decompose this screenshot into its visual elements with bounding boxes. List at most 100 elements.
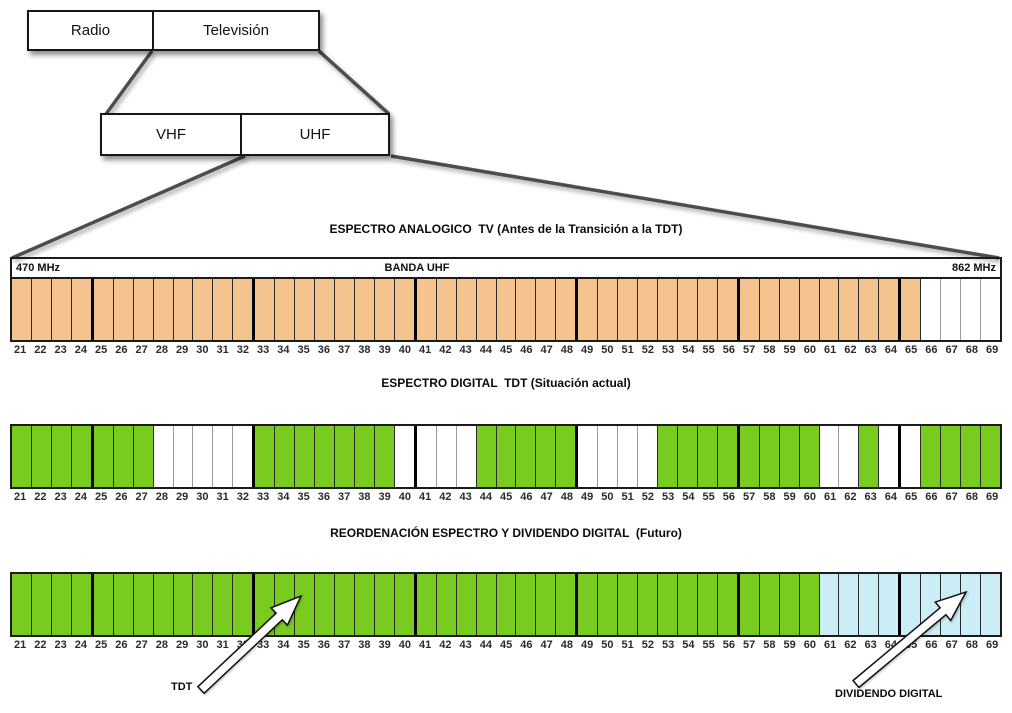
channel-68-number: 68 <box>965 639 978 651</box>
band-name-label: BANDA UHF <box>384 262 450 274</box>
channel-43-number: 43 <box>459 639 472 651</box>
channel-31-number: 31 <box>216 639 229 651</box>
channel-47-number: 47 <box>540 344 553 356</box>
channel-58-number: 58 <box>763 491 776 503</box>
channel-33-number: 33 <box>257 491 270 503</box>
channel-32-cell <box>232 426 253 487</box>
analog-spectrum-strip: 21 22 23 24 25 26 27 28 29 30 31 32 33 34 35 36 37 38 39 40… <box>10 277 1002 357</box>
channel-37-number: 37 <box>338 344 351 356</box>
analog-strip-title: ESPECTRO ANALOGICO TV (Antes de la Trans… <box>329 222 683 236</box>
channel-49-number: 49 <box>581 639 594 651</box>
channel-62-number: 62 <box>844 344 857 356</box>
channel-64-cell <box>878 426 899 487</box>
channel-56-number: 56 <box>722 491 735 503</box>
channel-53-cell <box>657 426 677 487</box>
channel-35-cell <box>294 426 315 487</box>
channel-52-cell <box>637 279 657 340</box>
channel-56-number: 56 <box>722 639 735 651</box>
channel-23-cell <box>50 574 71 635</box>
television-cell: Televisión <box>203 22 269 39</box>
channel-58-number: 58 <box>763 639 776 651</box>
channel-62-cell <box>838 279 859 340</box>
channel-47-cell <box>535 574 556 635</box>
channel-50-cell <box>597 426 618 487</box>
channel-33-cell <box>252 426 275 487</box>
uhf-cell: UHF <box>299 126 331 143</box>
channel-49-cell <box>575 426 598 487</box>
channel-38-cell <box>353 279 374 340</box>
channel-69-number: 69 <box>986 344 999 356</box>
channel-56-cell <box>716 279 737 340</box>
channel-27-cell <box>132 426 153 487</box>
channel-51-number: 51 <box>621 639 634 651</box>
channel-40-cell <box>393 574 414 635</box>
channel-51-cell <box>617 279 638 340</box>
channel-69-cell <box>980 279 1000 340</box>
channel-54-cell <box>676 426 697 487</box>
channel-64-number: 64 <box>884 344 897 356</box>
channel-39-number: 39 <box>378 344 391 356</box>
channel-41-number: 41 <box>419 639 432 651</box>
future-channel-cells <box>10 572 1002 637</box>
channel-33-number: 33 <box>257 344 270 356</box>
channel-61-cell <box>818 574 839 635</box>
channel-55-cell <box>696 426 717 487</box>
channel-51-number: 51 <box>621 344 634 356</box>
channel-46-number: 46 <box>520 639 533 651</box>
channel-40-cell <box>393 426 414 487</box>
channel-57-cell <box>736 279 759 340</box>
channel-68-number: 68 <box>965 344 978 356</box>
channel-37-cell <box>334 574 354 635</box>
channel-29-number: 29 <box>176 491 189 503</box>
channel-23-number: 23 <box>54 344 67 356</box>
channel-61-number: 61 <box>824 491 837 503</box>
channel-63-cell <box>858 426 879 487</box>
channel-36-number: 36 <box>317 344 330 356</box>
channel-35-cell <box>294 279 315 340</box>
channel-31-number: 31 <box>216 344 229 356</box>
channel-69-number: 69 <box>986 639 999 651</box>
channel-57-number: 57 <box>743 344 756 356</box>
channel-64-cell <box>878 279 899 340</box>
channel-45-number: 45 <box>500 639 513 651</box>
channel-57-number: 57 <box>743 639 756 651</box>
channel-47-cell <box>535 426 556 487</box>
channel-30-number: 30 <box>196 344 209 356</box>
channel-44-cell <box>475 279 496 340</box>
radio-television-box: Radio Televisión <box>27 10 320 51</box>
channel-22-number: 22 <box>34 344 47 356</box>
channel-34-number: 34 <box>277 344 290 356</box>
channel-45-cell <box>495 574 516 635</box>
channel-21-number: 21 <box>14 344 27 356</box>
channel-48-cell <box>555 574 576 635</box>
channel-55-number: 55 <box>702 639 715 651</box>
channel-26-cell <box>112 279 133 340</box>
channel-42-cell <box>435 279 456 340</box>
digital-channel-numbers: 21 22 23 24 25 26 27 28 29 30 31 32 33 34 35 36 37 38 39 40… <box>10 490 1002 504</box>
channel-46-number: 46 <box>520 491 533 503</box>
channel-43-cell <box>455 426 476 487</box>
channel-67-number: 67 <box>945 344 958 356</box>
analog-channel-numbers: 21 22 23 24 25 26 27 28 29 30 31 32 33 34 35 36 37 38 39 40… <box>10 343 1002 357</box>
tdt-arrow-label: TDT <box>171 681 193 693</box>
channel-68-cell <box>960 574 980 635</box>
channel-32-cell <box>232 574 253 635</box>
channel-57-number: 57 <box>743 491 756 503</box>
channel-28-number: 28 <box>155 491 168 503</box>
connector-television-to-vhf <box>104 49 154 116</box>
channel-52-cell <box>637 426 657 487</box>
channel-24-cell <box>70 426 91 487</box>
channel-25-cell <box>90 279 113 340</box>
channel-25-cell <box>90 426 113 487</box>
channel-41-number: 41 <box>419 344 432 356</box>
channel-43-cell <box>455 279 476 340</box>
radio-cell: Radio <box>29 12 154 49</box>
channel-38-cell <box>353 574 374 635</box>
channel-33-cell <box>252 279 275 340</box>
channel-23-cell <box>50 279 71 340</box>
channel-37-cell <box>334 279 354 340</box>
channel-64-number: 64 <box>884 491 897 503</box>
channel-54-number: 54 <box>682 344 695 356</box>
